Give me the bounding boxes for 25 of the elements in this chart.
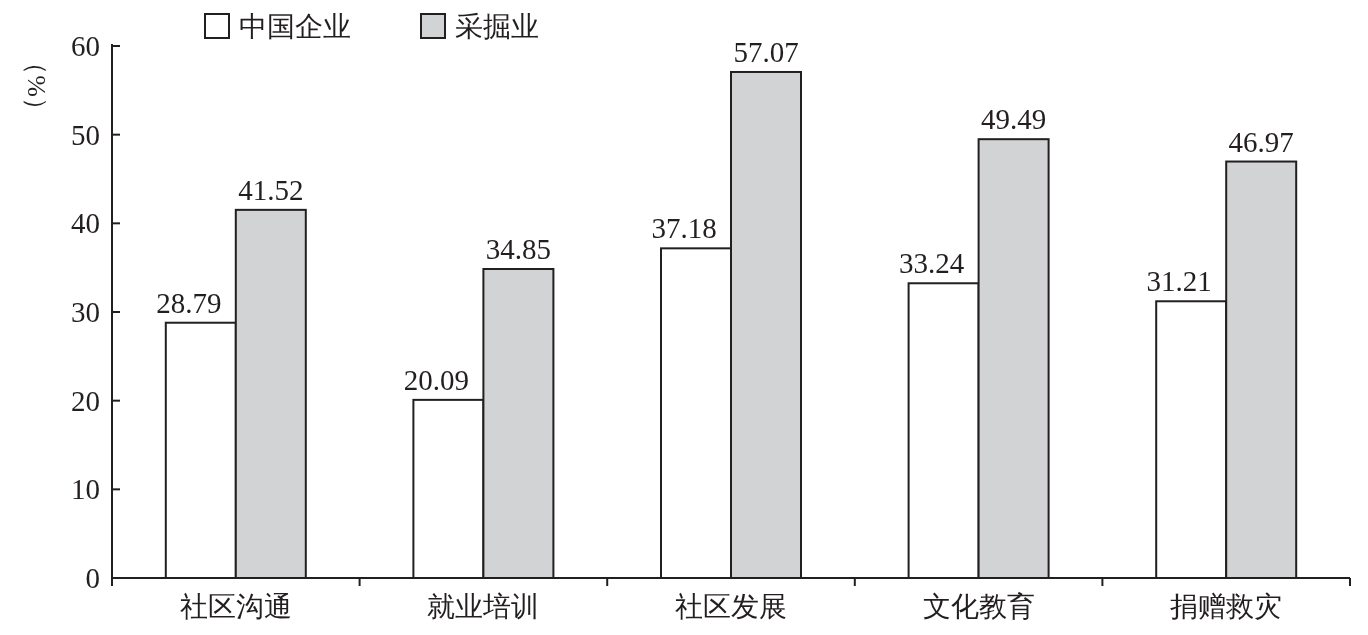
- y-tick-label: 0: [85, 562, 100, 594]
- y-tick-label: 60: [71, 30, 100, 62]
- x-tick-label: 就业培训: [427, 591, 540, 622]
- x-tick-label: 捐赠救灾: [1170, 591, 1283, 622]
- data-label: 37.18: [651, 212, 717, 245]
- data-label: 46.97: [1228, 125, 1294, 158]
- x-tick-label: 文化教育: [922, 591, 1035, 622]
- data-label: 28.79: [156, 286, 222, 319]
- x-tick-label: 社区发展: [675, 591, 787, 622]
- y-tick-label: 40: [71, 207, 100, 240]
- y-axis-title: （%）: [22, 49, 51, 123]
- y-tick-label: 10: [71, 473, 100, 506]
- data-label: 41.52: [238, 173, 304, 206]
- legend-label: 中国企业: [239, 11, 351, 42]
- legend-label: 采掘业: [455, 11, 539, 42]
- data-label: 49.49: [980, 103, 1047, 136]
- data-label: 33.24: [898, 247, 965, 280]
- y-tick-label: 30: [71, 296, 100, 328]
- data-label: 20.09: [403, 363, 470, 396]
- data-label: 31.21: [1146, 265, 1212, 298]
- data-label: 57.07: [733, 35, 799, 68]
- y-tick-label: 50: [71, 118, 100, 151]
- data-label: 34.85: [485, 233, 552, 265]
- y-tick-label: 20: [71, 384, 100, 417]
- x-tick-label: 社区沟通: [179, 591, 292, 622]
